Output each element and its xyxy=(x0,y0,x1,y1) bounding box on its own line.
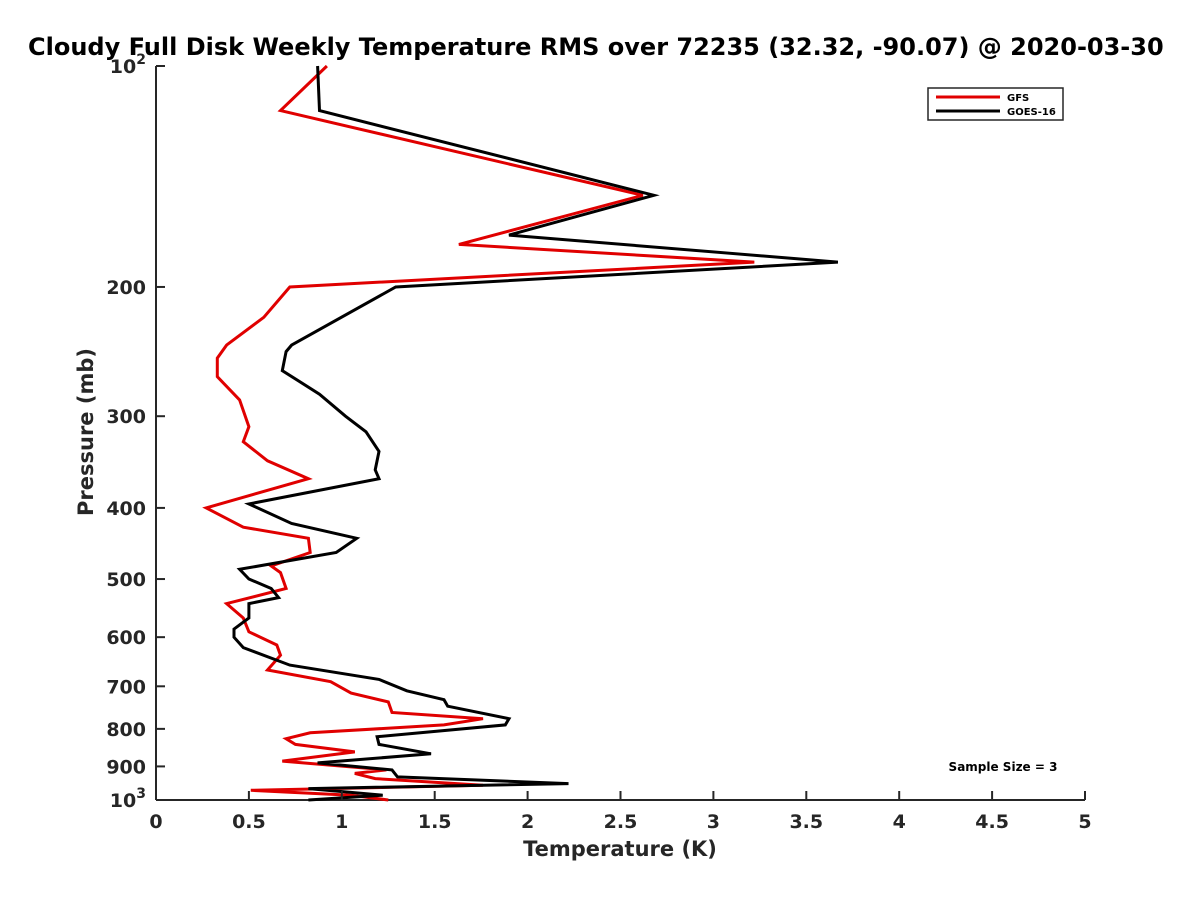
y-tick-label: 700 xyxy=(106,676,146,698)
x-tick-label: 3 xyxy=(707,811,720,833)
x-tick-label: 1 xyxy=(335,811,348,833)
legend-label: GFS xyxy=(1007,93,1029,104)
series-line-goes-16 xyxy=(232,65,839,802)
x-axis-label: Temperature (K) xyxy=(523,837,717,861)
y-tick-label: 400 xyxy=(106,498,146,520)
y-tick-label: 103 xyxy=(110,786,146,812)
x-tick-label: 1.5 xyxy=(418,811,452,833)
y-tick-label: 300 xyxy=(106,406,146,428)
x-tick-label: 5 xyxy=(1078,811,1091,833)
x-tick-label: 0 xyxy=(149,811,162,833)
legend-label: GOES-16 xyxy=(1007,107,1056,118)
legend: GFS GOES-16 xyxy=(927,87,1064,121)
y-tick-label: 900 xyxy=(106,756,146,778)
series-line-gfs xyxy=(202,64,755,802)
plot-area xyxy=(155,64,1085,802)
x-axis: 0 0.5 1 1.5 2 2.5 3 3.5 4 4.5 5 xyxy=(149,791,1092,833)
x-tick-label: 3.5 xyxy=(789,811,823,833)
y-tick-label: 600 xyxy=(106,627,146,649)
x-tick-label: 4 xyxy=(893,811,906,833)
legend-box xyxy=(927,87,1064,121)
y-tick-label: 200 xyxy=(106,277,146,299)
y-tick-label: 102 xyxy=(110,52,146,78)
x-tick-label: 2.5 xyxy=(604,811,638,833)
x-tick-label: 4.5 xyxy=(975,811,1009,833)
y-tick-label: 800 xyxy=(106,719,146,741)
chart-title: Cloudy Full Disk Weekly Temperature RMS … xyxy=(28,33,1164,61)
y-tick-label: 500 xyxy=(106,569,146,591)
y-axis: 102 200 300 400 500 600 700 800 900 103 xyxy=(106,52,165,812)
sample-size-annotation: Sample Size = 3 xyxy=(949,760,1058,774)
x-tick-label: 0.5 xyxy=(232,811,266,833)
y-axis-label: Pressure (mb) xyxy=(74,348,98,516)
x-tick-label: 2 xyxy=(521,811,534,833)
